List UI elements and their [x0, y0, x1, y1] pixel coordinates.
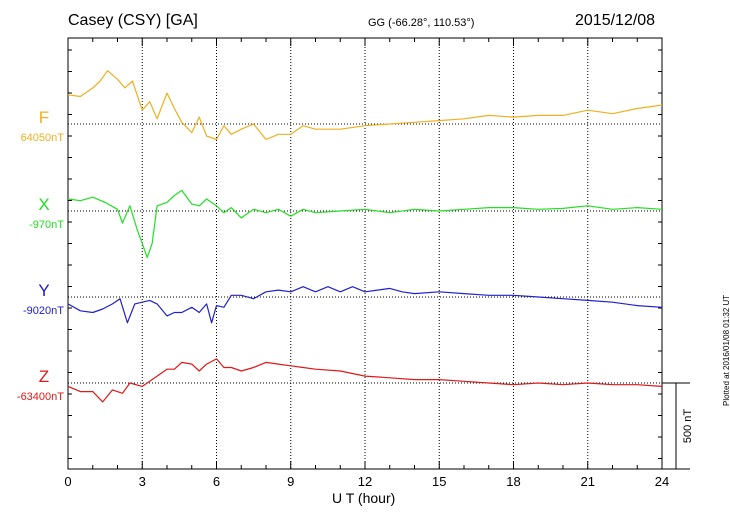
- scale-bar-label: 500 nT: [682, 409, 694, 444]
- series-labels: F 64050nT X -970nT Y -9020nT Z -63400nT: [17, 108, 64, 403]
- series-name-z: Z: [39, 367, 49, 386]
- series-baseline-label-z: -63400nT: [17, 391, 64, 403]
- scale-bar: 500 nT: [662, 382, 694, 470]
- series-line-f: [67, 70, 663, 141]
- x-tick-label-15: 15: [432, 474, 446, 489]
- x-tick-label-12: 12: [358, 474, 372, 489]
- series-line-z: [67, 358, 663, 403]
- x-tick-label-21: 21: [581, 474, 595, 489]
- station-coords: GG (-66.28°, 110.53°): [368, 17, 475, 29]
- axis-ticks: [67, 38, 663, 469]
- grid-lines: [68, 38, 662, 469]
- series-name-y: Y: [38, 281, 49, 300]
- series-line-x: [67, 189, 663, 258]
- x-tick-label-9: 9: [287, 474, 294, 489]
- x-tick-label-18: 18: [506, 474, 520, 489]
- station-title: Casey (CSY) [GA]: [68, 12, 198, 29]
- x-tick-label-0: 0: [64, 474, 71, 489]
- plot-date: 2015/12/08: [575, 12, 656, 29]
- series-baseline-label-y: -9020nT: [23, 305, 64, 317]
- x-tick-labels: 0 3 6 9 12 15 18 21 24: [64, 474, 669, 489]
- x-tick-label-3: 3: [139, 474, 146, 489]
- series-baseline-label-x: -970nT: [29, 219, 64, 231]
- series-name-x: X: [38, 195, 49, 214]
- series-name-f: F: [39, 108, 49, 127]
- series-baseline-label-f: 64050nT: [21, 132, 65, 144]
- series-line-y: [67, 286, 663, 324]
- x-tick-label-6: 6: [213, 474, 220, 489]
- series-lines: [67, 70, 663, 403]
- plotted-timestamp: Plotted at 2016/01/08 01:32 UT: [722, 294, 730, 406]
- x-axis-label: U T (hour): [332, 490, 396, 506]
- x-tick-label-24: 24: [655, 474, 669, 489]
